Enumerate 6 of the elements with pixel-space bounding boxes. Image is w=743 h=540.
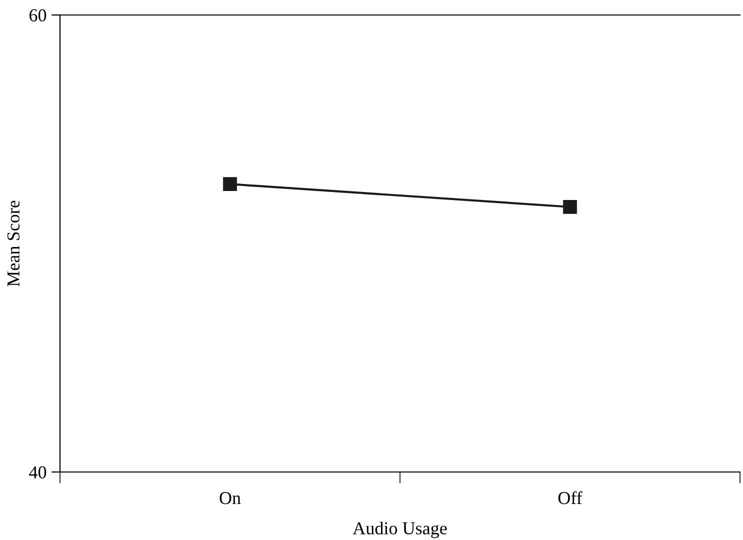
x-tick-label: On: [220, 492, 241, 504]
y-axis-title: Mean Score: [7, 200, 20, 286]
x-axis-title: Audio Usage: [352, 522, 447, 538]
y-tick-label: 40: [29, 466, 46, 478]
y-tick-label: 60: [30, 9, 46, 22]
x-tick-label: Off: [558, 491, 582, 504]
